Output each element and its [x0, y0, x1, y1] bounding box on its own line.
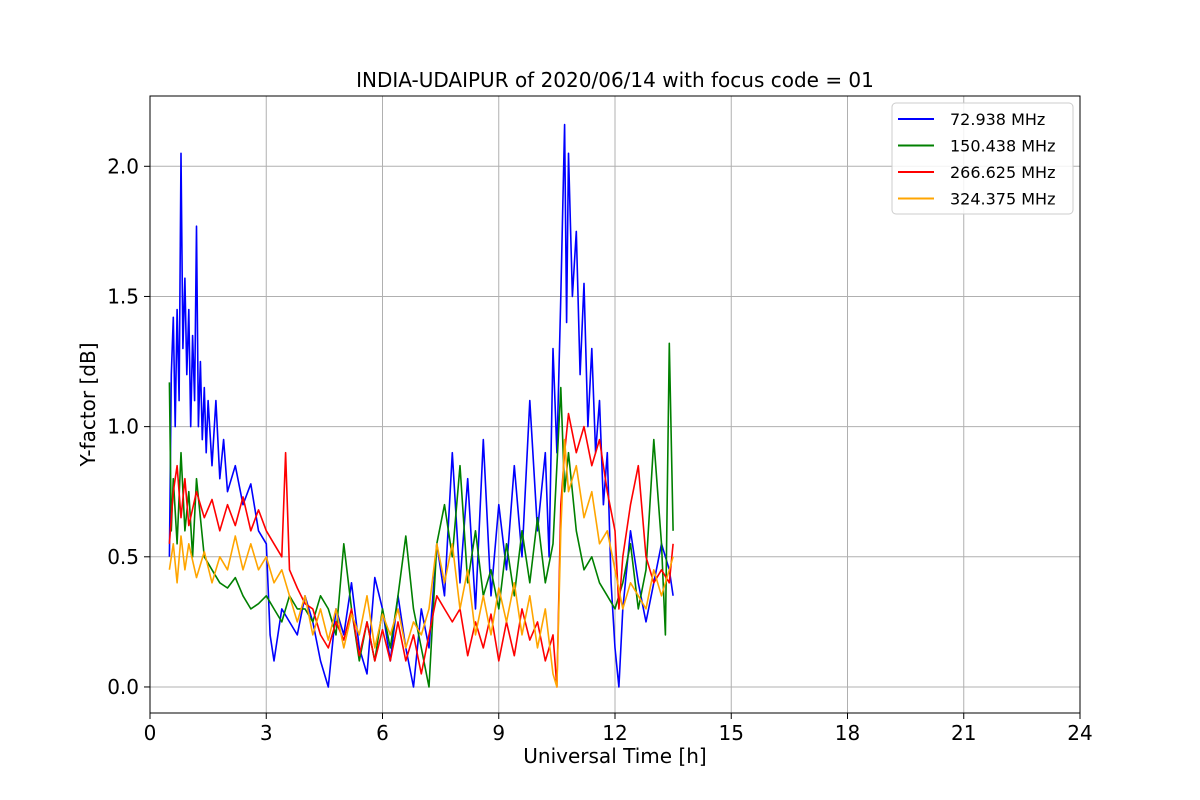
x-axis-ticks: 0 3 6 9 12 15 18 21 24 — [144, 713, 1093, 745]
series-line — [168, 412, 674, 688]
y-tick-label: 1.0 — [107, 415, 139, 439]
chart-title: INDIA-UDAIPUR of 2020/06/14 with focus c… — [356, 68, 874, 92]
series-layer — [168, 123, 674, 688]
x-tick-label: 15 — [719, 721, 744, 745]
legend-box — [891, 102, 1074, 215]
y-axis-ticks: 0.0 0.5 1.0 1.5 2.0 — [107, 154, 150, 699]
y-tick-label: 0.0 — [107, 675, 139, 699]
y-tick-label: 2.0 — [107, 154, 139, 178]
x-tick-label: 6 — [376, 721, 389, 745]
x-tick-label: 3 — [260, 721, 273, 745]
legend-label: 324.375 MHz — [950, 190, 1055, 209]
y-tick-label: 0.5 — [107, 545, 139, 569]
series-line — [168, 342, 674, 688]
legend: 72.938 MHz 150.438 MHz 266.625 MHz 324.375 … — [891, 102, 1074, 215]
y-tick-label: 1.5 — [107, 284, 139, 308]
y-axis-label: Y-factor [dB] — [76, 342, 100, 467]
legend-label: 266.625 MHz — [950, 163, 1055, 182]
x-tick-label: 12 — [602, 721, 627, 745]
x-tick-label: 24 — [1067, 721, 1092, 745]
x-tick-label: 18 — [835, 721, 860, 745]
x-tick-label: 21 — [951, 721, 976, 745]
series-line — [168, 438, 674, 688]
legend-label: 72.938 MHz — [950, 110, 1045, 129]
series-line — [168, 123, 674, 688]
x-tick-label: 9 — [492, 721, 505, 745]
legend-label: 150.438 MHz — [950, 137, 1055, 156]
x-tick-label: 0 — [144, 721, 157, 745]
x-axis-label: Universal Time [h] — [523, 744, 706, 768]
